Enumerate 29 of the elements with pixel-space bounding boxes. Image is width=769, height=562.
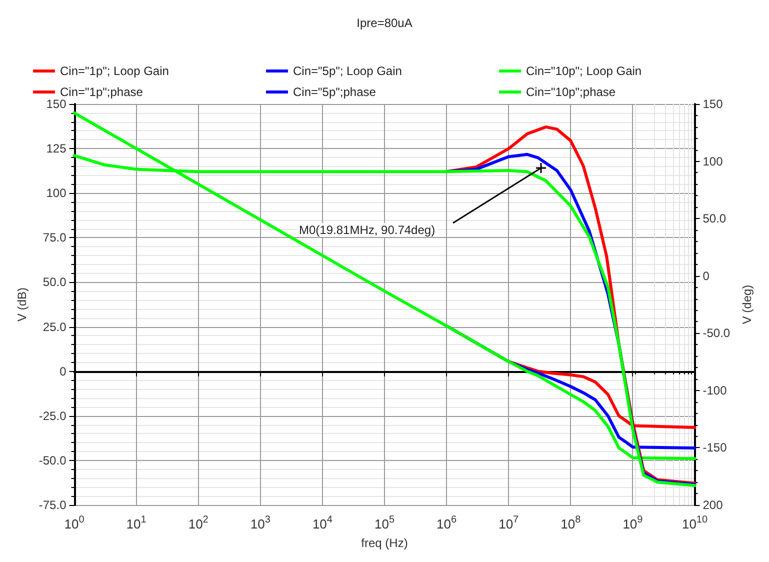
legend-label: Cin="10p";phase xyxy=(526,85,616,99)
y-tick-label: 25.0 xyxy=(42,320,67,334)
y2-tick-label: 200 xyxy=(702,498,724,512)
legend-label: Cin="1p";phase xyxy=(60,85,144,99)
chart-title: Ipre=80uA xyxy=(356,16,412,30)
y-tick-label: 50.0 xyxy=(42,275,67,290)
y2-tick-label: 150 xyxy=(702,97,724,111)
y-tick-label: 0 xyxy=(60,364,67,378)
y-tick-label: -75.0 xyxy=(38,498,67,512)
y2-axis-title: V (deg) xyxy=(740,284,754,324)
legend-label: Cin="5p";phase xyxy=(293,85,376,99)
y-tick-label: 150 xyxy=(46,97,67,111)
legend-label: Cin="1p"; Loop Gain xyxy=(60,64,169,78)
y2-tick-label: 50.0 xyxy=(702,212,726,226)
y-tick-label: 75.0 xyxy=(42,230,67,245)
y-tick-label: -50.0 xyxy=(38,453,67,468)
annotation: M0(19.81MHz, 90.74deg) xyxy=(299,223,436,237)
x-axis-title: freq (Hz) xyxy=(361,536,408,550)
y2-tick-label: -50.0 xyxy=(702,326,730,340)
y-tick-label: 125 xyxy=(46,142,67,156)
legend-label: Cin="10p"; Loop Gain xyxy=(526,64,642,78)
y-tick-label: -25.0 xyxy=(38,408,67,423)
y2-tick-label: 0 xyxy=(702,268,710,283)
y2-tick-label: 100 xyxy=(702,154,724,168)
y2-tick-label: -100 xyxy=(702,383,728,398)
legend-label: Cin="5p"; Loop Gain xyxy=(293,64,402,78)
y-tick-label: 100 xyxy=(46,186,67,200)
y-axis-title: V (dB) xyxy=(15,287,29,322)
y2-tick-label: -150 xyxy=(702,440,728,455)
